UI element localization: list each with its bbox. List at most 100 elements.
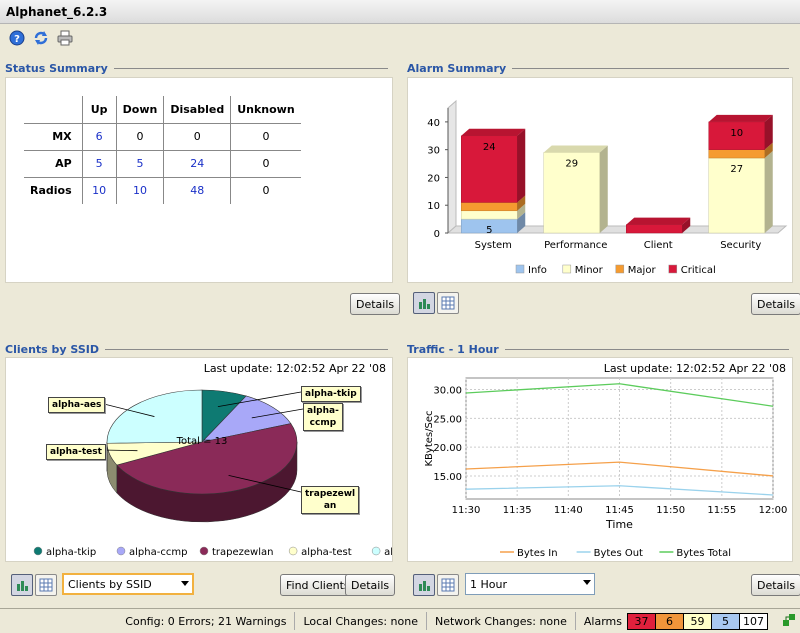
legend-label: alpha-ccmp	[129, 547, 187, 558]
total-alarm-count[interactable]: 107	[739, 612, 768, 630]
alarm-summary-title: Alarm Summary	[407, 62, 789, 75]
refresh-icon[interactable]	[32, 29, 50, 47]
legend-label: Bytes Out	[594, 548, 643, 559]
clients-details-button[interactable]: Details	[345, 574, 396, 596]
bar-side	[517, 195, 526, 211]
legend-swatch	[33, 546, 43, 556]
clients-by-ssid-panel: Last update: 12:02:52 Apr 22 '08 Total =…	[5, 357, 393, 562]
status-bar: Config: 0 Errors; 21 Warnings Local Chan…	[0, 608, 800, 633]
clients-by-ssid-title: Clients by SSID	[5, 343, 388, 356]
traffic-title: Traffic - 1 Hour	[407, 343, 789, 356]
y-tick-label: 25.00	[433, 414, 462, 425]
alarm-summary-panel: 0 10 20 30 40 System Performance Client Security…	[407, 77, 793, 283]
print-icon[interactable]	[56, 29, 74, 47]
ap-disabled-link[interactable]: 24	[163, 150, 231, 178]
bar-segment	[626, 224, 683, 234]
chevron-down-icon	[181, 581, 189, 586]
callout-leader	[228, 474, 302, 493]
chevron-down-icon	[583, 580, 591, 585]
callout-leader	[217, 391, 302, 408]
bar-top	[543, 145, 608, 153]
bar-segment	[708, 149, 765, 159]
series-line	[465, 485, 774, 496]
radios-up-link[interactable]: 10	[81, 177, 117, 204]
major-alarm-count[interactable]: 6	[655, 612, 684, 630]
bar-side	[517, 212, 526, 233]
bar-segment	[708, 121, 765, 150]
x-axis-label: Time	[605, 518, 633, 531]
minor-alarm-count[interactable]: 59	[683, 612, 712, 630]
table-view-button[interactable]	[35, 574, 57, 596]
x-tick-label: 11:50	[656, 505, 685, 516]
y-tick-label: 40	[427, 118, 440, 129]
pie-callout: trapezewl an	[301, 486, 360, 514]
series-line	[465, 383, 774, 407]
bar-segment	[461, 135, 518, 203]
bar-top	[708, 114, 773, 122]
status-details-button[interactable]: Details	[350, 293, 401, 315]
x-tick-label: 11:40	[554, 505, 583, 516]
ap-up-link[interactable]: 5	[81, 150, 117, 178]
legend-label: Bytes In	[517, 548, 558, 559]
bar-side	[764, 142, 773, 158]
column-header: Up	[81, 96, 117, 124]
time-range-select[interactable]: 1 Hour	[465, 573, 595, 595]
legend-label: alpha-aes	[384, 547, 392, 558]
y-tick-label: 0	[434, 229, 440, 240]
critical-alarm-count[interactable]: 37	[627, 612, 656, 630]
pie-callout: alpha-aes	[48, 397, 106, 413]
table-view-button[interactable]	[437, 292, 459, 314]
legend-label: Major	[628, 265, 657, 276]
radios-down-link[interactable]: 10	[115, 177, 164, 204]
callout-leader	[101, 449, 138, 452]
bar-top	[461, 128, 526, 136]
legend-label: Info	[528, 265, 547, 276]
legend-label: Critical	[681, 265, 716, 276]
data-label: 27	[730, 164, 743, 175]
network-changes-status: Network Changes: none	[434, 614, 567, 628]
pie-callout: alpha-tkip	[301, 386, 361, 402]
table-view-button[interactable]	[437, 574, 459, 596]
x-tick-label: System	[475, 240, 512, 251]
pie-slice	[116, 423, 298, 495]
chart-back-wall	[447, 99, 457, 235]
chart-view-button[interactable]	[11, 574, 33, 596]
svg-text:?: ?	[14, 34, 20, 45]
alarm-bar-chart: 0 10 20 30 40 System Performance Client Security…	[427, 99, 788, 276]
legend-swatch	[562, 264, 572, 274]
legend-swatch	[515, 264, 525, 274]
chart-view-button[interactable]	[413, 574, 435, 596]
last-update-label: Last update: 12:02:52 Apr 22 '08	[203, 362, 386, 375]
table-row: MX 6 0 0 0	[24, 123, 301, 151]
data-label: 5	[486, 225, 492, 236]
radios-disabled-link[interactable]: 48	[163, 177, 231, 204]
legend-label: trapezewlan	[212, 547, 273, 558]
x-tick-label: Client	[644, 240, 673, 251]
series-line	[465, 461, 774, 477]
bar-side	[764, 114, 773, 150]
alarm-details-button[interactable]: Details	[751, 293, 800, 315]
traffic-details-button[interactable]: Details	[751, 574, 800, 596]
ap-down-link[interactable]: 5	[115, 150, 164, 178]
last-update-label: Last update: 12:02:52 Apr 22 '08	[603, 362, 786, 375]
bar-segment	[461, 202, 518, 212]
toolbar: ?	[0, 25, 800, 53]
bar-side	[517, 203, 526, 220]
info-alarm-count[interactable]: 5	[711, 612, 740, 630]
y-tick-label: 10	[427, 201, 440, 212]
x-tick-label: Performance	[544, 240, 607, 251]
pie-callout: alpha-ccmp	[303, 403, 343, 431]
legend-swatch	[288, 546, 298, 556]
help-icon[interactable]: ?	[8, 29, 26, 47]
chart-view-button[interactable]	[413, 292, 435, 314]
callout-leader	[251, 408, 304, 419]
x-tick-label: 12:00	[759, 505, 788, 516]
alarm-counts[interactable]: 37 6 59 5 107	[627, 612, 768, 630]
legend-swatch	[615, 264, 625, 274]
mx-up-link[interactable]: 6	[81, 123, 117, 151]
legend-swatch	[116, 546, 126, 556]
y-axis-label: KBytes/Sec	[424, 411, 435, 467]
x-tick-label: 11:45	[605, 505, 634, 516]
local-changes-status: Local Changes: none	[303, 614, 418, 628]
clients-view-select[interactable]: Clients by SSID	[62, 573, 194, 595]
